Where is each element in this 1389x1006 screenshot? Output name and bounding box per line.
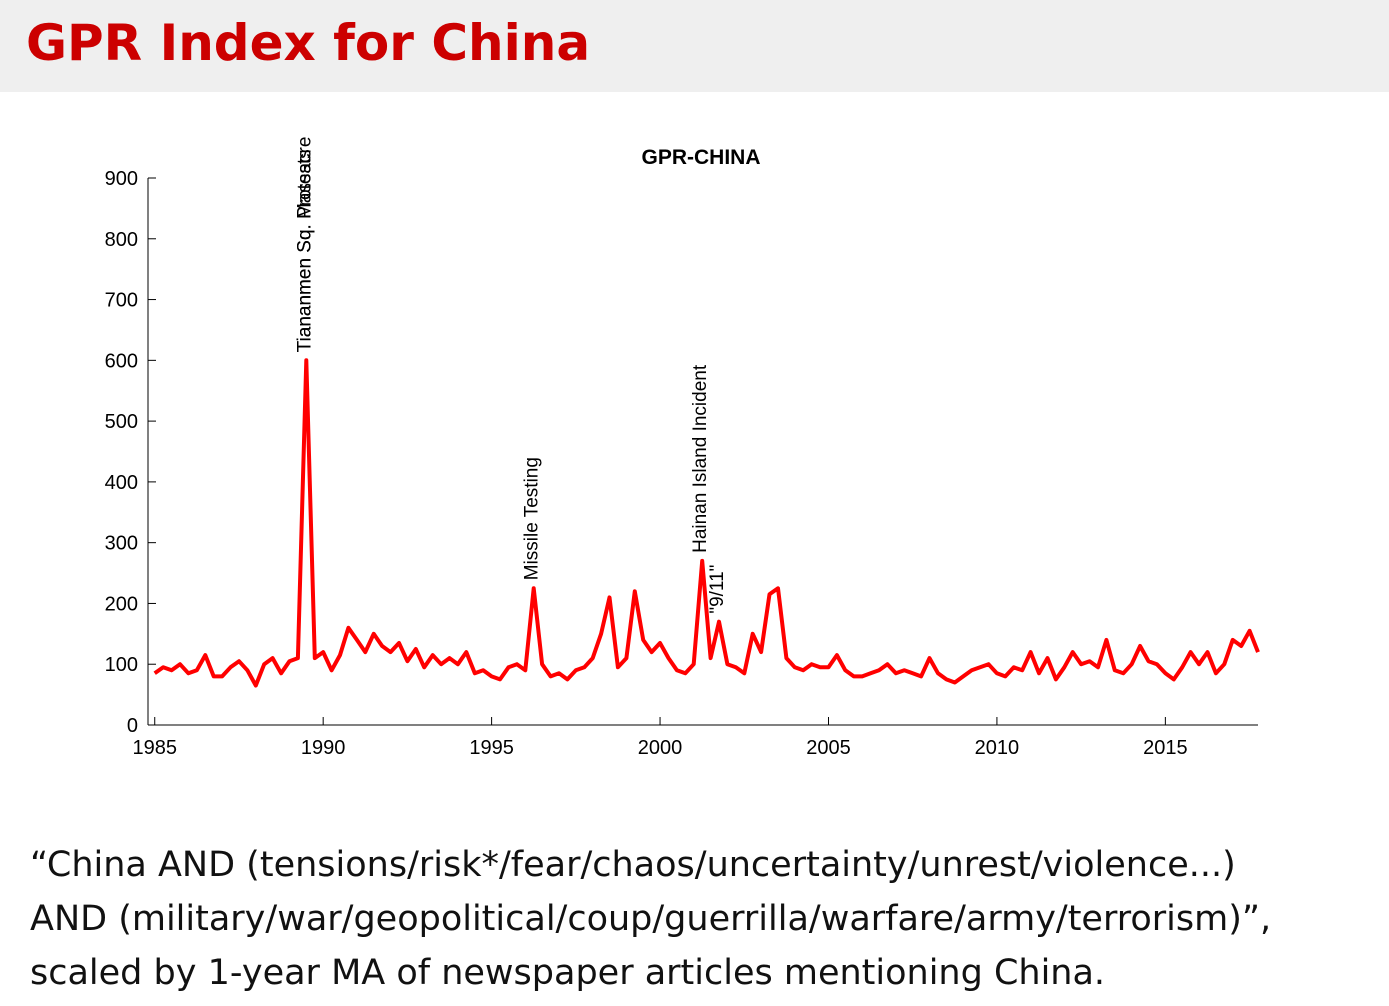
y-tick-label: 100 xyxy=(105,654,138,676)
series-line xyxy=(153,358,1260,688)
slide-title: GPR Index for China xyxy=(26,14,591,72)
caption: “China AND (tensions/risk*/fear/chaos/un… xyxy=(30,838,1271,1000)
y-tick-label: 900 xyxy=(105,168,138,190)
annotation: Tiananmen Sq. Massacre xyxy=(294,137,315,353)
x-tick-label: 1995 xyxy=(469,737,514,759)
y-tick-label: 700 xyxy=(105,290,138,312)
x-tick-label: 1990 xyxy=(301,737,346,759)
y-tick-label: 300 xyxy=(105,533,138,555)
x-tick-label: 2005 xyxy=(806,737,851,759)
y-tick-label: 200 xyxy=(105,593,138,615)
x-tick-label: 2015 xyxy=(1143,737,1188,759)
x-tick-label: 1985 xyxy=(132,737,177,759)
y-tick-label: 500 xyxy=(105,411,138,433)
chart: GPR-CHINA 0 100 200 300 400 500 600 700 800 900 19… xyxy=(105,137,1260,759)
y-tick-label: 400 xyxy=(105,472,138,494)
annotation: "9/11" xyxy=(707,565,728,614)
y-tick-label: 600 xyxy=(105,350,138,372)
annotation: Missile Testing xyxy=(522,457,543,580)
x-tick-label: 2000 xyxy=(638,737,683,759)
y-tick-label: 0 xyxy=(127,715,138,737)
y-tick-label: 800 xyxy=(105,229,138,251)
caption-line: AND (military/war/geopolitical/coup/guer… xyxy=(30,899,1272,939)
x-tick-label: 2010 xyxy=(975,737,1020,759)
caption-line: “China AND (tensions/risk*/fear/chaos/un… xyxy=(30,845,1236,885)
annotation: Tiananmen Sq. Protests xyxy=(294,149,315,352)
annotation: Hainan Island Incident xyxy=(690,364,711,553)
header: GPR Index for China xyxy=(0,0,1389,92)
caption-line: scaled by 1-year MA of newspaper article… xyxy=(30,953,1106,993)
chart-title: GPR-CHINA xyxy=(642,146,761,169)
